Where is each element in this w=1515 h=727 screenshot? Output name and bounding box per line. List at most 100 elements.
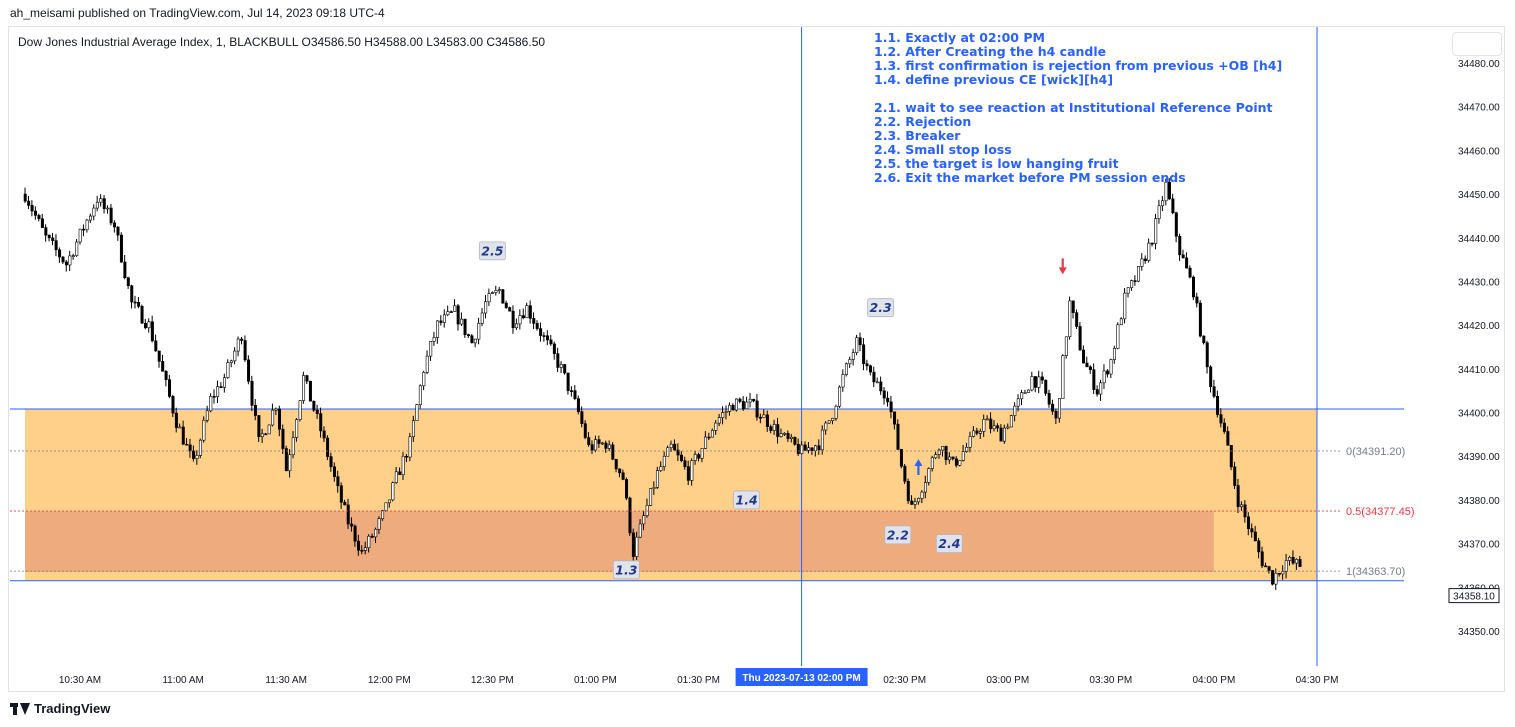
candle-body	[862, 344, 866, 365]
candle-body	[1167, 181, 1171, 200]
candle-body	[1047, 393, 1051, 405]
candle-body	[381, 510, 385, 520]
candle-body	[1075, 312, 1079, 327]
candle-body	[137, 302, 141, 307]
candle-body	[954, 458, 958, 466]
candle-body	[556, 353, 560, 368]
candle-body	[1133, 280, 1137, 282]
candle-body	[1229, 445, 1233, 468]
candle-body	[271, 409, 275, 426]
candle-body	[119, 234, 123, 263]
candle-body	[412, 420, 416, 438]
y-tick-label: 34480.00	[1458, 59, 1500, 70]
candle-body	[408, 436, 412, 458]
candle-body	[645, 505, 649, 516]
x-tick-label: 01:30 PM	[677, 675, 720, 686]
candle-body	[140, 306, 144, 324]
candle-body	[635, 536, 639, 557]
candle-body	[192, 450, 196, 459]
y-tick-label: 34390.00	[1458, 452, 1500, 463]
candle-body	[466, 334, 470, 336]
note-line: 1.2. After Creating the h4 candle	[874, 44, 1107, 59]
candle-body	[1295, 559, 1299, 564]
candle-body	[759, 416, 763, 419]
candle-body	[580, 411, 584, 424]
candle-body	[487, 293, 491, 303]
candle-body	[1291, 556, 1295, 564]
candle-body	[339, 485, 343, 503]
candle-body	[504, 302, 508, 308]
candle-body	[1095, 389, 1099, 395]
candle-body	[1099, 382, 1103, 395]
candle-body	[157, 350, 161, 362]
x-tick-label: 04:00 PM	[1193, 675, 1236, 686]
candle-body	[731, 404, 735, 411]
candle-body	[814, 445, 818, 451]
candle-body	[1044, 379, 1048, 394]
candle-body	[576, 398, 580, 412]
candle-body	[277, 408, 281, 430]
candle-body	[899, 449, 903, 467]
step-label: 2.4	[938, 536, 960, 551]
fib-level-label: 0.5(34377.45)	[1346, 506, 1415, 518]
candle-body	[27, 200, 31, 206]
candle-body	[1178, 235, 1182, 256]
candle-body	[789, 436, 793, 439]
candle-body	[195, 455, 199, 459]
candle-body	[1033, 376, 1037, 388]
candle-body	[693, 454, 697, 461]
candle-body	[655, 470, 659, 488]
candle-body	[37, 215, 41, 220]
candle-body	[126, 277, 130, 287]
candle-body	[920, 491, 924, 499]
candle-body	[563, 364, 567, 374]
candle-body	[1064, 336, 1068, 356]
tradingview-logo-icon	[10, 702, 30, 715]
candle-body	[893, 411, 897, 425]
candle-body	[113, 222, 117, 228]
candle-body	[30, 205, 34, 212]
candle-body	[669, 443, 673, 449]
candle-body	[855, 337, 859, 353]
chart-control-button[interactable]	[1452, 32, 1502, 56]
candle-body	[302, 375, 306, 401]
candle-body	[734, 398, 738, 411]
candle-body	[209, 395, 213, 412]
note-spacer	[874, 87, 1282, 101]
candle-body	[336, 476, 340, 487]
candle-body	[346, 504, 350, 525]
candle-body	[322, 430, 326, 439]
candle-body	[360, 549, 364, 552]
candle-body	[78, 228, 82, 243]
candle-body	[202, 419, 206, 441]
candle-body	[425, 355, 429, 373]
candle-body	[549, 339, 553, 345]
candle-body	[673, 443, 677, 451]
last-price-label: 34358.10	[1453, 592, 1495, 603]
candle-body	[384, 502, 388, 511]
candle-body	[535, 323, 539, 329]
candle-body	[68, 255, 72, 266]
candle-body	[834, 405, 838, 419]
candle-body	[1112, 348, 1116, 360]
candle-body	[886, 397, 890, 403]
candle-body	[102, 198, 106, 210]
candle-body	[1147, 242, 1151, 261]
candle-body	[1195, 296, 1199, 304]
candle-body	[284, 448, 288, 472]
y-tick-label: 34440.00	[1458, 234, 1500, 245]
candle-body	[298, 400, 302, 420]
x-tick-label: 03:00 PM	[986, 675, 1029, 686]
candle-body	[810, 447, 814, 451]
candle-body	[803, 444, 807, 451]
candle-body	[439, 320, 443, 323]
candle-body	[1185, 257, 1189, 269]
candle-body	[54, 240, 58, 251]
candle-body	[1040, 376, 1044, 381]
candle-body	[236, 338, 240, 352]
candle-body	[257, 415, 261, 438]
candle-body	[1243, 504, 1247, 518]
candle-body	[477, 323, 481, 340]
candle-body	[800, 444, 804, 454]
